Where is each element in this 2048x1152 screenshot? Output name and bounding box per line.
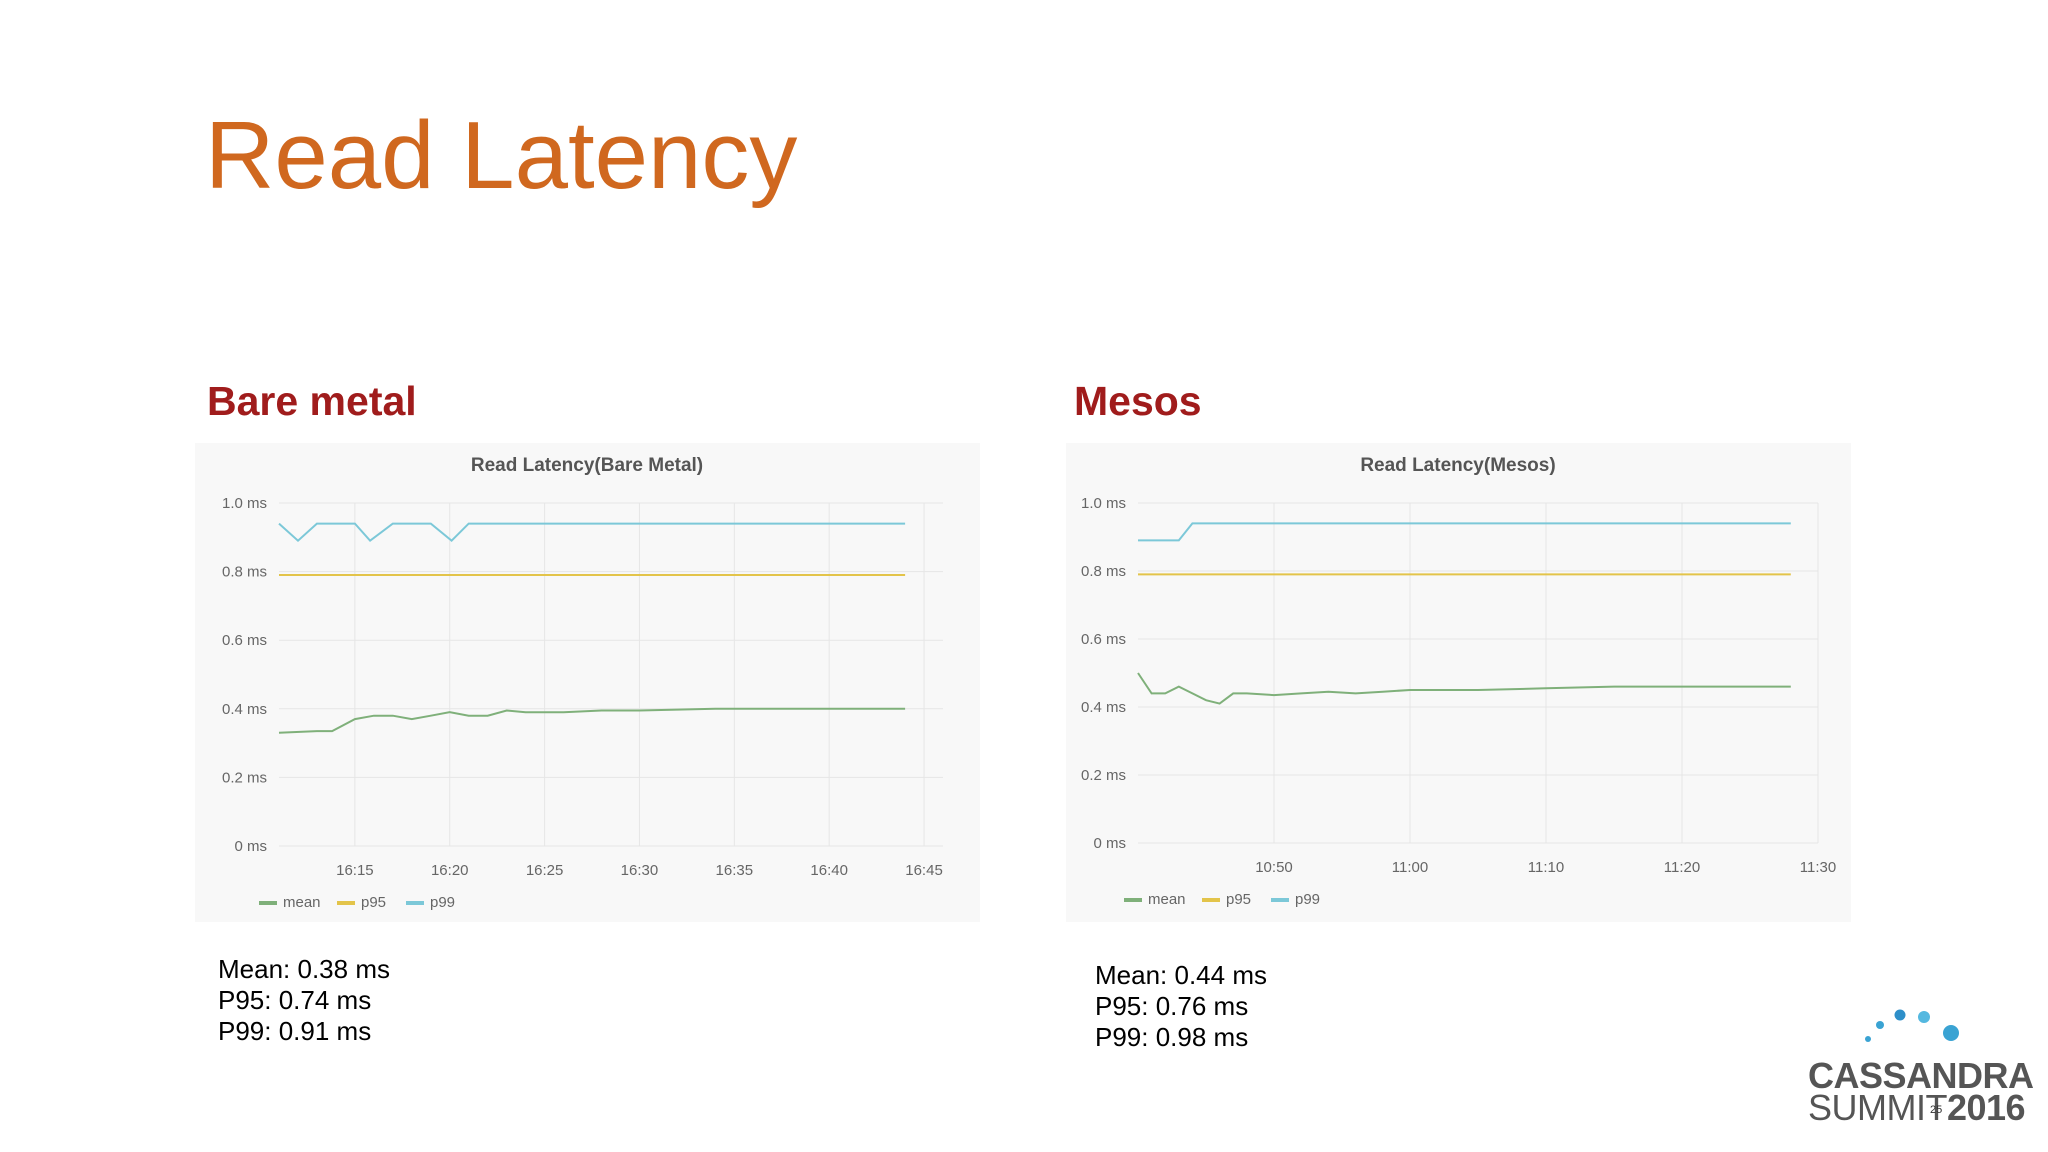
logo-dot [1943, 1025, 1959, 1041]
x-tick-label: 11:20 [1664, 859, 1700, 876]
y-tick-label: 1.0 ms [1081, 495, 1126, 512]
legend-swatch-p95 [1202, 898, 1220, 902]
chart-bare-metal: Read Latency(Bare Metal) 0 ms 0.2 ms 0.4 ms… [195, 443, 980, 922]
y-tick-label: 0.4 ms [1081, 699, 1126, 716]
y-tick-label: 0.6 ms [1081, 631, 1126, 648]
stat-p95: P95: 0.76 ms [1095, 991, 1249, 1021]
legend-label-mean: mean [283, 894, 321, 911]
chart-mesos: Read Latency(Mesos) 0 ms 0.2 ms 0.4 ms 0.6 m… [1066, 443, 1851, 922]
y-tick-label: 0.8 ms [1081, 563, 1126, 580]
stats-mesos: Mean: 0.44 ms P95: 0.76 ms P99: 0.98 ms [1095, 960, 1267, 1053]
bare-metal-heading: Bare metal [207, 378, 417, 424]
legend-swatch-mean [259, 901, 277, 905]
y-tick-label: 0 ms [234, 838, 267, 855]
logo-dots-icon [1865, 1009, 1959, 1042]
legend-swatch-p99 [1271, 898, 1289, 902]
stat-p95: P95: 0.74 ms [218, 985, 372, 1015]
logo-dot [1876, 1021, 1884, 1029]
series-line-mean [278, 707, 906, 734]
logo-line-1: CASSANDRA [1808, 1055, 2034, 1096]
x-tick-label: 16:25 [526, 862, 564, 879]
stat-p99: P99: 0.98 ms [1095, 1022, 1249, 1052]
x-tick-label: 11:10 [1528, 859, 1564, 876]
mesos-heading: Mesos [1074, 378, 1202, 424]
legend-label-mean: mean [1148, 891, 1186, 908]
x-tick-label: 16:40 [810, 862, 848, 879]
x-tick-label: 16:20 [431, 862, 469, 879]
x-tick-label: 10:50 [1255, 859, 1293, 876]
legend-label-p95: p95 [361, 894, 386, 911]
legend-swatch-p95 [337, 901, 355, 905]
y-tick-label: 0.6 ms [222, 632, 267, 649]
series-line-p99 [1138, 522, 1791, 542]
legend-swatch-mean [1124, 898, 1142, 902]
chart-mesos-svg: Read Latency(Mesos) 0 ms 0.2 ms 0.4 ms 0.6 m… [1081, 455, 1836, 908]
stat-p99: P99: 0.91 ms [218, 1016, 372, 1046]
x-tick-label: 11:00 [1392, 859, 1428, 876]
logo-year: 2016 [1946, 1087, 2026, 1128]
x-tick-label: 16:45 [905, 862, 943, 879]
stat-mean: Mean: 0.38 ms [218, 954, 390, 984]
chart-title: Read Latency(Mesos) [1360, 455, 1555, 476]
page-number: 25 [1930, 1104, 1943, 1116]
y-tick-label: 0.2 ms [1081, 767, 1126, 784]
chart-bare-metal-svg: Read Latency(Bare Metal) 0 ms 0.2 ms 0.4 ms… [222, 455, 943, 911]
cassandra-summit-logo: CASSANDRA SUMMIT2016 [1808, 1000, 2034, 1130]
logo-dot [1918, 1011, 1930, 1023]
logo-dot [1865, 1036, 1871, 1042]
legend-swatch-p99 [406, 901, 424, 905]
series-line-mean [1137, 672, 1791, 705]
legend-label-p99: p99 [1295, 891, 1320, 908]
y-tick-label: 0 ms [1093, 835, 1126, 852]
x-tick-label: 11:30 [1800, 859, 1836, 876]
y-tick-label: 0.8 ms [222, 564, 267, 581]
stats-bare-metal: Mean: 0.38 ms P95: 0.74 ms P99: 0.91 ms [218, 954, 390, 1047]
logo-summit: SUMMIT [1808, 1087, 1947, 1128]
y-tick-label: 0.2 ms [222, 769, 267, 786]
chart-title: Read Latency(Bare Metal) [471, 455, 703, 476]
page-title: Read Latency [205, 102, 798, 209]
logo-line-2: SUMMIT2016 [1808, 1087, 2026, 1128]
legend-label-p99: p99 [430, 894, 455, 911]
y-tick-label: 1.0 ms [222, 495, 267, 512]
x-tick-label: 16:35 [716, 862, 754, 879]
x-tick-label: 16:30 [621, 862, 659, 879]
logo-dot [1894, 1009, 1906, 1021]
stat-mean: Mean: 0.44 ms [1095, 960, 1267, 990]
y-tick-label: 0.4 ms [222, 701, 267, 718]
series-line-p99 [278, 522, 906, 543]
legend-label-p95: p95 [1226, 891, 1251, 908]
x-tick-label: 16:15 [336, 862, 374, 879]
